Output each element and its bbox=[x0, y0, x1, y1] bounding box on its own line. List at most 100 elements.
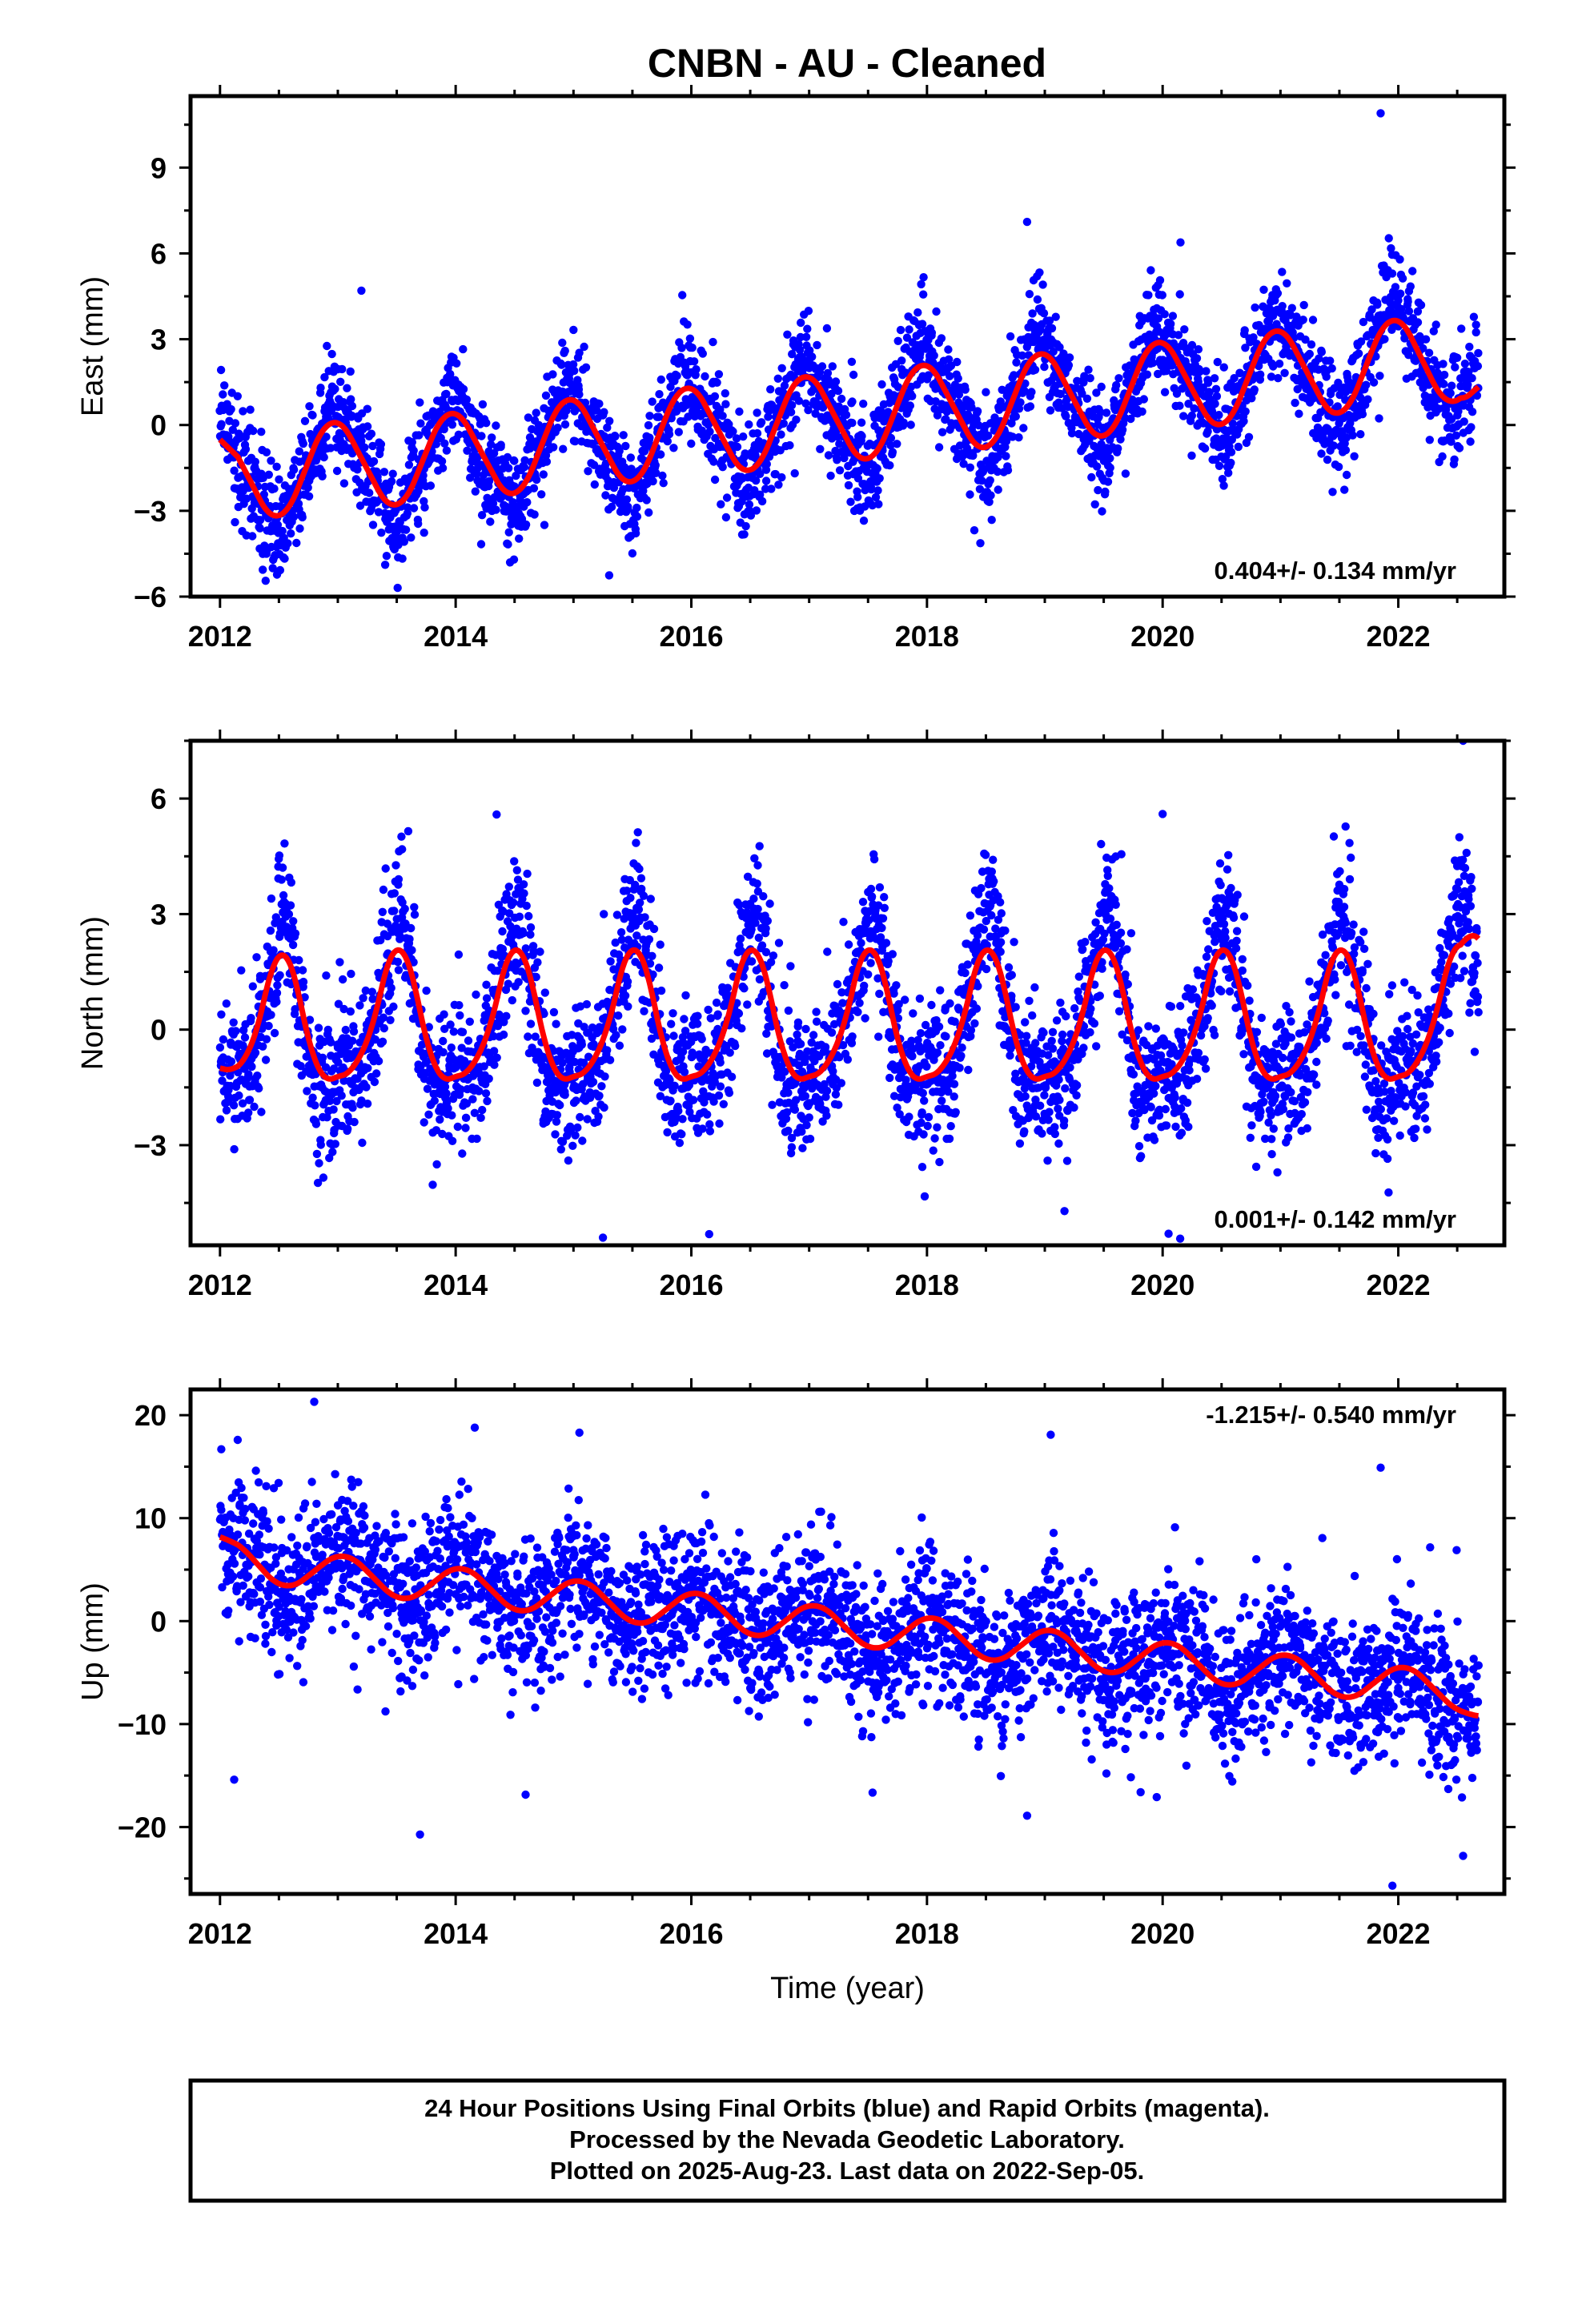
data-point bbox=[1438, 452, 1447, 461]
data-point bbox=[722, 493, 732, 502]
data-point bbox=[788, 350, 797, 359]
data-point bbox=[667, 1019, 676, 1028]
data-point bbox=[1078, 389, 1086, 398]
data-point bbox=[396, 932, 404, 941]
data-point bbox=[328, 1148, 337, 1156]
data-point bbox=[442, 1089, 451, 1098]
data-point bbox=[685, 334, 695, 343]
data-point bbox=[327, 349, 336, 359]
data-point bbox=[663, 1128, 672, 1137]
data-point bbox=[323, 341, 331, 351]
data-point bbox=[363, 1100, 372, 1108]
data-point bbox=[1192, 354, 1202, 363]
data-point bbox=[605, 416, 614, 425]
data-point bbox=[916, 349, 925, 359]
data-point bbox=[1241, 344, 1250, 352]
data-point bbox=[428, 1180, 437, 1189]
data-point bbox=[388, 469, 397, 478]
data-point bbox=[710, 392, 720, 401]
data-point bbox=[797, 318, 805, 328]
data-point bbox=[552, 1111, 562, 1120]
data-point bbox=[796, 1039, 805, 1048]
data-point bbox=[343, 1124, 352, 1133]
data-point bbox=[709, 457, 718, 466]
data-point bbox=[756, 469, 765, 478]
data-point bbox=[483, 1096, 492, 1106]
data-point bbox=[804, 307, 813, 316]
data-point bbox=[652, 468, 661, 477]
data-point bbox=[802, 1120, 811, 1130]
data-point bbox=[1168, 312, 1178, 320]
data-point bbox=[716, 1082, 725, 1091]
data-point bbox=[432, 1160, 441, 1169]
data-point bbox=[237, 966, 246, 975]
data-point bbox=[833, 432, 842, 441]
data-point bbox=[446, 369, 455, 379]
data-point bbox=[509, 555, 519, 564]
data-point bbox=[464, 1036, 473, 1045]
data-point bbox=[1118, 425, 1127, 434]
data-point bbox=[376, 440, 386, 448]
data-point bbox=[526, 930, 535, 939]
data-point bbox=[1460, 360, 1470, 368]
data-point bbox=[571, 1131, 580, 1140]
data-point bbox=[247, 1062, 256, 1072]
data-point bbox=[705, 1229, 713, 1239]
data-point bbox=[938, 428, 947, 436]
data-point bbox=[303, 1087, 311, 1096]
data-point bbox=[577, 1040, 586, 1049]
data-point bbox=[873, 464, 881, 473]
data-point bbox=[398, 898, 407, 907]
data-point bbox=[835, 440, 844, 448]
data-point bbox=[877, 380, 886, 389]
data-point bbox=[452, 359, 461, 368]
data-point bbox=[763, 916, 772, 926]
data-point bbox=[906, 420, 915, 429]
data-point bbox=[994, 485, 1002, 494]
data-point bbox=[1202, 367, 1211, 376]
data-point bbox=[736, 935, 745, 943]
data-point bbox=[1315, 354, 1323, 363]
data-point bbox=[753, 879, 761, 888]
data-point bbox=[678, 291, 687, 300]
data-point bbox=[267, 456, 275, 465]
data-point bbox=[1348, 431, 1357, 440]
data-point bbox=[1215, 461, 1224, 470]
data-point bbox=[1371, 352, 1380, 361]
data-point bbox=[848, 418, 857, 428]
data-point bbox=[499, 1030, 508, 1039]
data-point bbox=[459, 384, 468, 394]
data-point bbox=[813, 340, 821, 350]
data-point bbox=[272, 997, 281, 1007]
data-point bbox=[519, 929, 528, 938]
data-point bbox=[461, 1124, 470, 1132]
data-point bbox=[1160, 388, 1170, 396]
data-point bbox=[1086, 374, 1094, 383]
data-point bbox=[289, 513, 299, 521]
data-point bbox=[632, 512, 642, 521]
data-point bbox=[884, 408, 893, 416]
data-point bbox=[1003, 466, 1013, 475]
data-point bbox=[1305, 349, 1315, 359]
data-point bbox=[374, 508, 383, 517]
data-point bbox=[843, 1055, 853, 1064]
data-point bbox=[740, 984, 749, 993]
data-point bbox=[987, 516, 996, 525]
outlier-point bbox=[1022, 217, 1032, 227]
data-point bbox=[1387, 243, 1395, 253]
data-point bbox=[721, 400, 730, 408]
data-point bbox=[1106, 463, 1114, 472]
data-point bbox=[453, 1122, 462, 1132]
data-point bbox=[251, 1048, 260, 1057]
plot-frame bbox=[188, 94, 1507, 599]
data-point bbox=[466, 473, 475, 482]
data-point bbox=[1408, 267, 1417, 275]
data-point bbox=[532, 408, 540, 417]
data-point bbox=[1179, 412, 1188, 420]
data-point bbox=[326, 444, 335, 452]
data-point bbox=[439, 1047, 448, 1057]
data-point bbox=[693, 1019, 702, 1028]
data-point bbox=[1472, 320, 1480, 329]
data-point bbox=[1187, 411, 1197, 420]
data-point bbox=[1326, 356, 1335, 365]
